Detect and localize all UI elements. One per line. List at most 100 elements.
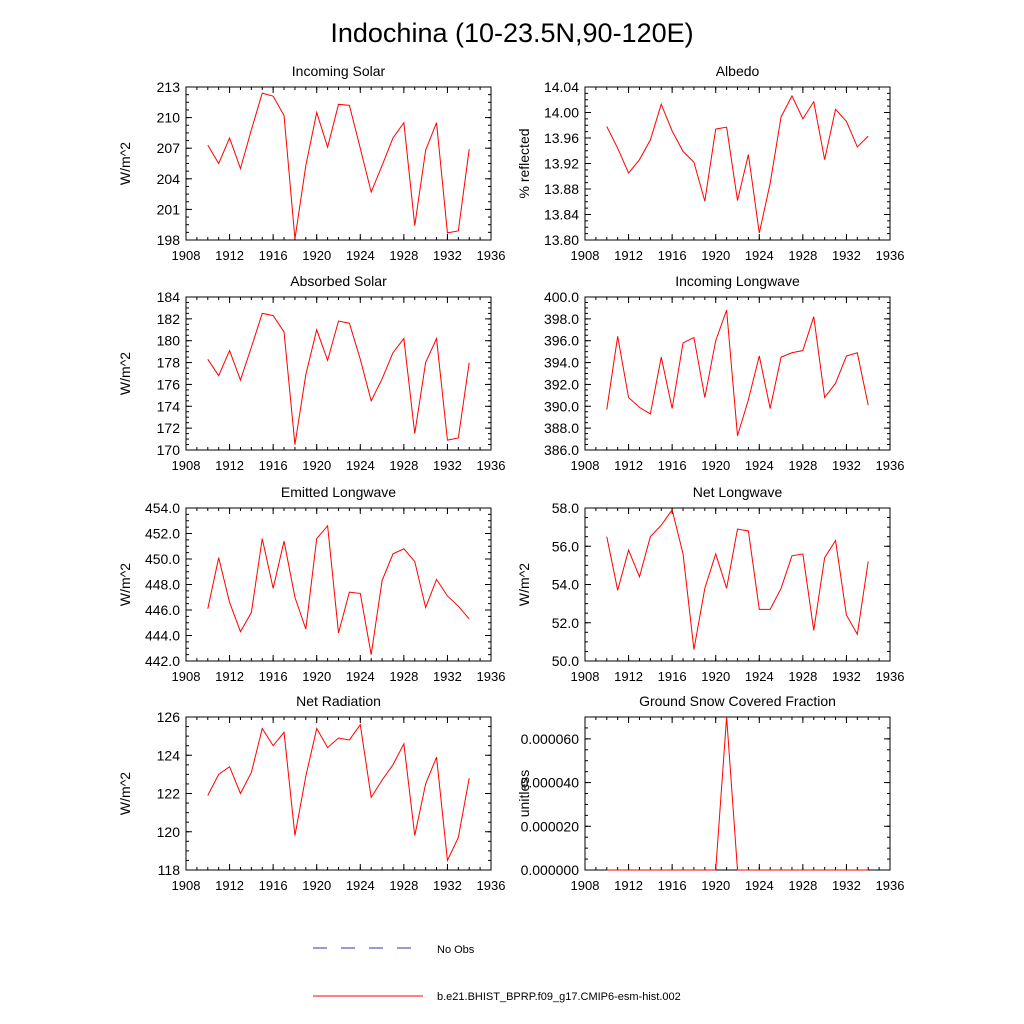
y-tick-label: 174 bbox=[157, 398, 181, 414]
y-tick-label: 13.88 bbox=[544, 181, 579, 197]
x-tick-label: 1928 bbox=[788, 458, 817, 473]
series-line bbox=[208, 93, 469, 239]
y-tick-label: 213 bbox=[157, 79, 181, 95]
y-tick-label: 398.0 bbox=[544, 311, 579, 327]
x-tick-label: 1908 bbox=[172, 878, 201, 893]
x-tick-label: 1932 bbox=[832, 669, 861, 684]
chart-figure: Indochina (10-23.5N,90-120E) Incoming So… bbox=[0, 0, 1024, 1024]
x-tick-label: 1928 bbox=[788, 248, 817, 263]
y-tick-label: 388.0 bbox=[544, 420, 579, 436]
x-tick-label: 1916 bbox=[259, 458, 288, 473]
y-tick-label: 0.000060 bbox=[521, 731, 580, 747]
y-axis-label: W/m^2 bbox=[117, 772, 133, 815]
y-axis-label: W/m^2 bbox=[117, 142, 133, 185]
y-tick-label: 392.0 bbox=[544, 376, 579, 392]
figure-title: Indochina (10-23.5N,90-120E) bbox=[330, 18, 693, 48]
x-tick-label: 1920 bbox=[701, 458, 730, 473]
y-tick-label: 120 bbox=[157, 824, 181, 840]
panel-7: Ground Snow Covered Fraction unitless 1908… bbox=[516, 693, 904, 893]
y-tick-label: 13.92 bbox=[544, 156, 579, 172]
y-tick-label: 118 bbox=[158, 862, 181, 878]
y-tick-label: 390.0 bbox=[544, 398, 579, 414]
plot-frame bbox=[585, 87, 890, 240]
x-tick-label: 1916 bbox=[259, 669, 288, 684]
y-tick-label: 394.0 bbox=[544, 355, 579, 371]
y-axis-label: W/m^2 bbox=[117, 352, 133, 395]
x-tick-label: 1924 bbox=[346, 458, 375, 473]
x-tick-label: 1928 bbox=[788, 669, 817, 684]
x-tick-label: 1908 bbox=[172, 458, 201, 473]
y-tick-label: 0.000020 bbox=[521, 818, 580, 834]
y-tick-label: 448.0 bbox=[145, 577, 180, 593]
y-tick-label: 52.0 bbox=[552, 615, 579, 631]
x-tick-label: 1920 bbox=[302, 248, 331, 263]
y-tick-label: 396.0 bbox=[544, 333, 579, 349]
series-line bbox=[607, 96, 868, 233]
y-tick-label: 207 bbox=[157, 140, 181, 156]
panel-title: Incoming Longwave bbox=[675, 273, 800, 289]
x-tick-label: 1928 bbox=[389, 248, 418, 263]
y-tick-label: 0.000040 bbox=[521, 775, 580, 791]
plot-frame bbox=[186, 508, 491, 661]
y-tick-label: 452.0 bbox=[145, 526, 180, 542]
panel-1: Albedo % reflected 1908 1912 1916 1920 1924 192… bbox=[516, 63, 904, 263]
x-tick-label: 1920 bbox=[701, 669, 730, 684]
x-tick-label: 1916 bbox=[658, 458, 687, 473]
x-tick-label: 1924 bbox=[346, 669, 375, 684]
series-line bbox=[607, 510, 868, 650]
x-tick-label: 1924 bbox=[346, 248, 375, 263]
panel-2: Absorbed Solar W/m^2 1908 1912 1916 1920 1924 1… bbox=[117, 273, 505, 473]
panel-title: Ground Snow Covered Fraction bbox=[639, 693, 836, 709]
series-line bbox=[208, 725, 469, 861]
y-tick-label: 122 bbox=[157, 786, 181, 802]
y-tick-label: 386.0 bbox=[544, 442, 579, 458]
panel-5: Net Longwave W/m^2 1908 1912 1916 1920 1924 192… bbox=[516, 484, 904, 684]
x-tick-label: 1932 bbox=[832, 248, 861, 263]
y-axis-label: W/m^2 bbox=[117, 563, 133, 606]
x-tick-label: 1928 bbox=[389, 878, 418, 893]
y-tick-label: 204 bbox=[157, 171, 181, 187]
series-line bbox=[607, 717, 868, 870]
y-tick-label: 14.00 bbox=[544, 105, 579, 121]
y-tick-label: 180 bbox=[157, 333, 181, 349]
panel-title: Incoming Solar bbox=[292, 63, 386, 79]
x-tick-label: 1936 bbox=[477, 458, 506, 473]
x-tick-label: 1912 bbox=[614, 248, 643, 263]
x-tick-label: 1936 bbox=[876, 248, 905, 263]
plot-frame bbox=[186, 717, 491, 870]
y-tick-label: 454.0 bbox=[145, 500, 180, 516]
x-tick-label: 1936 bbox=[876, 878, 905, 893]
x-tick-label: 1924 bbox=[745, 458, 774, 473]
x-tick-label: 1932 bbox=[433, 669, 462, 684]
x-tick-label: 1924 bbox=[745, 669, 774, 684]
x-tick-label: 1924 bbox=[745, 248, 774, 263]
y-tick-label: 56.0 bbox=[552, 538, 579, 554]
plot-frame bbox=[585, 297, 890, 450]
panel-title: Net Longwave bbox=[693, 484, 783, 500]
y-tick-label: 124 bbox=[157, 747, 181, 763]
x-tick-label: 1936 bbox=[477, 669, 506, 684]
y-tick-label: 58.0 bbox=[552, 500, 579, 516]
x-tick-label: 1912 bbox=[215, 878, 244, 893]
x-tick-label: 1932 bbox=[832, 878, 861, 893]
x-tick-label: 1916 bbox=[259, 878, 288, 893]
x-tick-label: 1920 bbox=[701, 878, 730, 893]
x-tick-label: 1912 bbox=[215, 248, 244, 263]
x-tick-label: 1916 bbox=[658, 878, 687, 893]
y-tick-label: 0.000000 bbox=[521, 862, 580, 878]
series-line bbox=[607, 310, 868, 436]
x-tick-label: 1912 bbox=[215, 669, 244, 684]
y-axis-label: W/m^2 bbox=[516, 563, 532, 606]
y-tick-label: 446.0 bbox=[145, 602, 180, 618]
y-tick-label: 50.0 bbox=[552, 653, 579, 669]
x-tick-label: 1920 bbox=[701, 248, 730, 263]
x-tick-label: 1928 bbox=[389, 458, 418, 473]
y-tick-label: 14.04 bbox=[544, 79, 579, 95]
x-tick-label: 1928 bbox=[389, 669, 418, 684]
x-tick-label: 1920 bbox=[302, 878, 331, 893]
plot-frame bbox=[186, 297, 491, 450]
x-tick-label: 1936 bbox=[876, 669, 905, 684]
x-tick-label: 1916 bbox=[259, 248, 288, 263]
y-tick-label: 13.96 bbox=[544, 130, 579, 146]
y-tick-label: 13.80 bbox=[544, 232, 579, 248]
